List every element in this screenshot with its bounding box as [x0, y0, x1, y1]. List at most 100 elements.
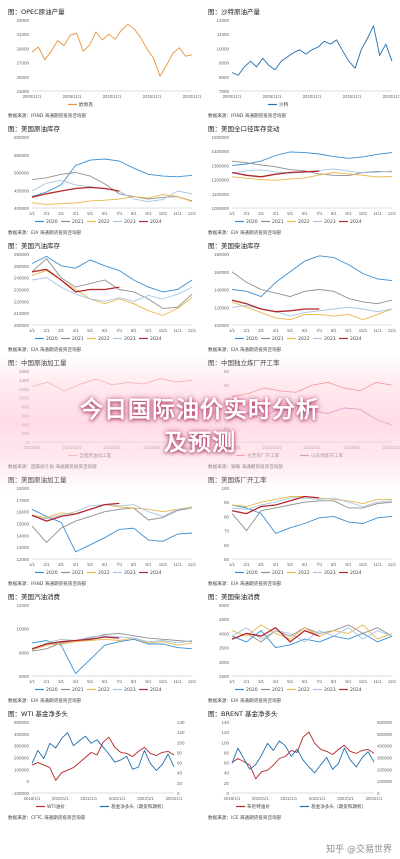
hero-banner: [0, 352, 400, 494]
x-tick-label: 12/1: [188, 562, 197, 567]
x-tick-label: 2024/1/1: [366, 796, 383, 801]
y-tick-label: 400000: [14, 206, 30, 211]
legend-label: 2020: [246, 336, 258, 342]
y-tick-label: 450000: [14, 188, 30, 193]
x-tick-label: 3/1: [58, 679, 65, 684]
x-tick-label: 1/1: [229, 211, 236, 216]
y-tick-label: 10000: [16, 627, 29, 632]
y-tick-label: 4500: [219, 617, 230, 622]
x-tick-label: 2019/1/1: [224, 796, 241, 801]
x-tick-label: 6/1: [102, 679, 109, 684]
y-tick-label: 120: [221, 730, 229, 735]
hero-title-line2: 及预测: [164, 430, 236, 456]
x-tick-label: 7/1: [116, 679, 123, 684]
x-tick-label: 10/1: [159, 211, 168, 216]
series-line-2021: [231, 271, 393, 305]
x-tick-label: 11/1: [173, 679, 182, 684]
series-line-2021: [231, 624, 393, 643]
legend-label: 2022: [298, 570, 310, 576]
legend-label: 2021: [72, 570, 84, 576]
x-tick-label: 11/1: [173, 211, 182, 216]
y2-tick-label: 300000: [377, 756, 393, 761]
y2-tick-label: 100: [177, 740, 185, 745]
x-tick-label: 1/1: [29, 562, 36, 567]
series-line-2024: [231, 627, 320, 643]
series-line-2024: [31, 186, 120, 198]
y-tick-label: 260000: [14, 252, 30, 257]
y-tick-label: 40: [224, 771, 230, 776]
x-tick-label: 7/1: [316, 679, 323, 684]
y-tick-label: 210000: [14, 311, 30, 316]
chart-title: 图：美国原油库存: [8, 124, 61, 133]
x-tick-label: 10/1: [359, 679, 368, 684]
series-line-2021: [231, 500, 393, 532]
x-tick-label: 7/1: [116, 211, 123, 216]
x-tick-label: 4/1: [73, 562, 80, 567]
x-tick-label: 11/1: [373, 562, 382, 567]
y-tick-label: 12000: [216, 18, 229, 23]
x-tick-label: 5/1: [87, 328, 94, 333]
x-tick-label: 2020/1/1: [52, 796, 69, 801]
x-tick-label: 5/1: [87, 679, 94, 684]
x-tick-label: 11/1: [373, 211, 382, 216]
y-tick-label: 1200000: [211, 178, 229, 183]
x-tick-label: 10/1: [359, 211, 368, 216]
x-tick-label: 12/1: [388, 328, 397, 333]
x-tick-label: 7/1: [316, 562, 323, 567]
series-line-2020: [31, 255, 193, 293]
x-tick-label: 8/1: [131, 679, 138, 684]
y-tick-label: -100000: [12, 791, 29, 796]
y2-tick-label: 60: [177, 761, 183, 766]
legend-label: 2024: [150, 219, 162, 225]
series-line-WTI油价: [31, 736, 175, 781]
x-tick-label: 1/1: [29, 679, 36, 684]
x-tick-label: 1/1: [229, 679, 236, 684]
series-line-2020: [231, 151, 393, 166]
x-tick-label: 4/1: [273, 679, 280, 684]
y2-tick-label: 140: [177, 720, 185, 725]
y2-tick-label: 0: [177, 791, 180, 796]
y-tick-label: 50: [224, 557, 230, 562]
y-tick-label: 70: [224, 529, 230, 534]
y-tick-label: 1500000: [211, 135, 229, 140]
y-tick-label: 230000: [14, 288, 30, 293]
series-line-2023: [231, 627, 393, 643]
y-tick-label: 4000: [219, 631, 230, 636]
x-tick-label: 6/1: [302, 562, 309, 567]
legend-label: 2020: [246, 219, 258, 225]
series-line-2023: [231, 497, 393, 510]
x-tick-label: 9/1: [345, 562, 352, 567]
x-tick-label: 4/1: [273, 328, 280, 333]
y-tick-label: 14000: [16, 533, 29, 538]
legend-label: 2023: [324, 219, 336, 225]
x-tick-label: 2000/11/1: [23, 94, 42, 99]
y-tick-label: 1000000: [211, 206, 229, 211]
y-tick-label: 2500: [219, 674, 230, 679]
series-line-2021: [231, 160, 393, 177]
series-line-2022: [31, 270, 193, 316]
x-tick-label: 2024/1/1: [166, 796, 183, 801]
y-tick-label: 140000: [214, 288, 230, 293]
x-tick-label: 2015/11/1: [143, 94, 162, 99]
legend-label: 2023: [124, 687, 136, 693]
chart-source: 数据来源：EIA 海通期货投资咨询部: [208, 346, 282, 353]
legend-label: 2022: [98, 219, 110, 225]
series-line-基金净多头（期货和期权）: [231, 740, 375, 774]
y2-tick-label: 600000: [377, 720, 393, 725]
legend-label: 2024: [350, 570, 362, 576]
x-tick-label: 7/1: [116, 562, 123, 567]
x-tick-label: 8/1: [331, 562, 338, 567]
chart-title: 图：美国汽油库存: [8, 241, 61, 250]
x-tick-label: 10/1: [359, 562, 368, 567]
x-tick-label: 6/1: [302, 679, 309, 684]
y-tick-label: 9000: [219, 61, 230, 66]
x-tick-label: 9/1: [345, 211, 352, 216]
chart-us-distillate: 图：美国柴油库存 180000 160000 140000 120000 1000001/…: [208, 241, 397, 353]
series-line-2023: [31, 635, 193, 651]
x-tick-label: 11/1: [373, 679, 382, 684]
series-line-2024: [231, 495, 320, 515]
x-tick-label: 4/1: [73, 679, 80, 684]
x-tick-label: 10/1: [159, 679, 168, 684]
